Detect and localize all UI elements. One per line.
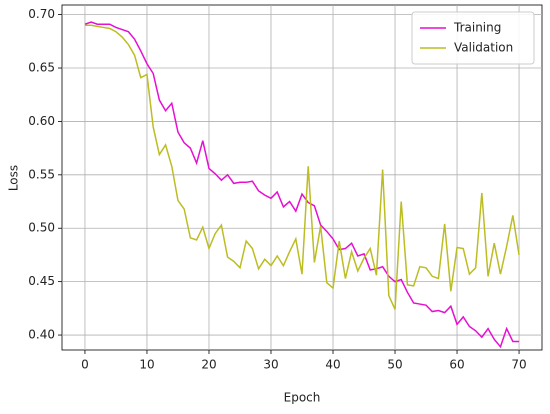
x-tick-label: 20 bbox=[201, 358, 216, 372]
x-tick-label: 30 bbox=[263, 358, 278, 372]
x-tick-label: 70 bbox=[511, 358, 526, 372]
y-axis-label: Loss bbox=[7, 165, 21, 191]
y-tick-label: 0.40 bbox=[28, 328, 55, 342]
x-tick-label: 40 bbox=[325, 358, 340, 372]
x-tick-label: 0 bbox=[81, 358, 89, 372]
x-tick-label: 50 bbox=[387, 358, 402, 372]
y-tick-label: 0.60 bbox=[28, 114, 55, 128]
data-line bbox=[84, 24, 520, 310]
y-tick-label: 0.55 bbox=[28, 167, 55, 181]
legend-box bbox=[411, 11, 535, 65]
y-tick-label: 0.45 bbox=[28, 274, 55, 288]
x-tick-label: 60 bbox=[449, 358, 464, 372]
x-tick-label: 10 bbox=[139, 358, 154, 372]
y-tick-label: 0.65 bbox=[28, 61, 55, 75]
y-tick-label: 0.70 bbox=[28, 7, 55, 21]
legend-label: Validation bbox=[454, 41, 513, 55]
legend-label: Training bbox=[453, 21, 501, 35]
data-line bbox=[84, 21, 520, 349]
x-axis-label: Epoch bbox=[284, 391, 321, 405]
y-tick-label: 0.50 bbox=[28, 221, 55, 235]
